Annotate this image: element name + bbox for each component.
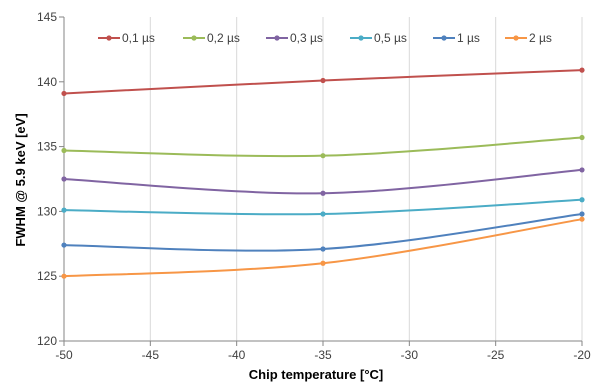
legend-label: 0,5 µs	[374, 31, 407, 45]
x-tick-labels: -50 -45 -40 -35 -30 -25 -20	[55, 348, 591, 362]
legend-marker	[358, 35, 364, 41]
axes	[59, 16, 583, 346]
y-tick-label: 125	[37, 269, 57, 283]
x-tick-label: -35	[314, 348, 332, 362]
data-point	[61, 176, 67, 182]
legend: 0,1 µs 0,2 µs 0,3 µs 0,5 µs 1 µs 2 µs	[98, 31, 552, 45]
data-point	[320, 260, 326, 266]
data-point	[579, 167, 585, 173]
y-tick-label: 130	[37, 204, 57, 218]
x-tick-label: -45	[142, 348, 160, 362]
data-point	[579, 211, 585, 217]
data-point	[579, 134, 585, 141]
y-tick-label: 140	[37, 75, 57, 89]
y-axis-title: FWHM @ 5.9 keV [eV]	[13, 113, 28, 246]
x-tick-label: -50	[55, 348, 73, 362]
data-point	[579, 216, 585, 222]
legend-marker	[106, 35, 112, 41]
x-axis-title: Chip temperature [°C]	[249, 367, 384, 382]
data-point	[579, 67, 585, 73]
legend-marker	[274, 35, 280, 41]
legend-marker	[513, 35, 519, 41]
data-point	[320, 190, 326, 196]
x-tick-label: -25	[487, 348, 505, 362]
data-point	[320, 153, 326, 159]
x-tick-label: -40	[228, 348, 246, 362]
data-point	[320, 77, 326, 84]
legend-label: 0,3 µs	[290, 31, 323, 45]
data-point	[61, 242, 67, 248]
y-tick-label: 145	[37, 10, 57, 24]
y-tick-labels: 120 125 130 135 140 145	[37, 10, 57, 348]
data-point	[61, 90, 67, 97]
legend-marker	[441, 35, 447, 41]
legend-label: 0,1 µs	[122, 31, 155, 45]
series-lines	[61, 67, 585, 279]
data-point	[320, 246, 326, 252]
data-point	[61, 147, 67, 154]
legend-label: 0,2 µs	[207, 31, 240, 45]
y-tick-label: 120	[37, 334, 57, 348]
x-tick-label: -20	[573, 348, 591, 362]
data-point	[61, 207, 67, 213]
data-point	[320, 211, 326, 217]
legend-label: 2 µs	[529, 31, 552, 45]
y-tick-label: 135	[37, 140, 57, 154]
legend-label: 1 µs	[457, 31, 480, 45]
legend-marker	[191, 35, 197, 41]
data-point	[61, 273, 67, 279]
vertical-gridlines	[149, 17, 583, 341]
x-tick-label: -30	[401, 348, 419, 362]
data-point	[579, 197, 585, 203]
